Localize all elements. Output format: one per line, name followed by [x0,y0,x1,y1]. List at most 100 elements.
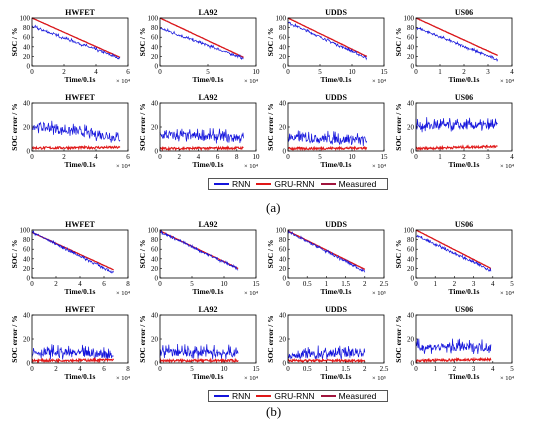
legend-rnn: RNN [214,391,250,401]
y-tick-label-b-soc-us06-80: 80 [407,236,415,244]
y-tick-label-b-err-la92-0: 0 [155,360,159,368]
series-rnn-b-soc-la92 [159,230,239,271]
axes-frame-a-err-udds [287,102,385,152]
x-exponent-b-soc-udds: × 10⁵ [372,290,386,297]
axes-frame-a-soc-hwfet [31,17,129,67]
y-axis-label-a-soc-udds: SOC / % [266,28,275,57]
legend-gru-label: GRU-RNN [274,179,315,189]
x-tick-label-a-err-la92-2: 2 [177,153,181,161]
x-exponent-a-soc-hwfet: × 10⁴ [116,78,131,85]
legend-rnn: RNN [214,179,250,189]
y-tick-label-a-err-udds-40: 40 [279,100,287,108]
y-tick-label-b-soc-hwfet-0: 0 [27,275,31,283]
y-tick-label-a-soc-la92-60: 60 [151,34,159,42]
x-tick-label-b-err-udds-2.5: 2.5 [380,365,389,373]
y-tick-label-a-err-hwfet-20: 20 [23,124,31,132]
series-rnn-a-soc-us06 [415,26,498,62]
axes-frame-b-soc-la92 [159,229,257,279]
y-tick-label-a-err-udds-0: 0 [283,148,287,156]
y-tick-label-a-soc-us06-0: 0 [411,63,415,71]
x-tick-label-b-soc-la92-15: 15 [253,280,261,288]
legend-measured: Measured [320,391,377,401]
y-tick-label-a-soc-us06-40: 40 [407,43,415,51]
series-gru-rnn-b-err-la92 [159,357,239,364]
y-tick-label-a-soc-us06-60: 60 [407,34,415,42]
y-tick-label-a-soc-udds-20: 20 [279,53,287,61]
x-exponent-b-err-us06: × 10⁴ [500,375,515,382]
x-tick-label-b-err-us06-5: 5 [510,365,514,373]
x-tick-label-b-err-udds-1.5: 1.5 [341,365,350,373]
x-tick-label-b-err-la92-5: 5 [190,365,194,373]
x-tick-label-a-soc-us06-4: 4 [510,68,514,76]
series-rnn-b-soc-hwfet [31,230,114,274]
series-gru-rnn-b-err-us06 [415,356,492,364]
series-rnn-b-err-us06 [415,338,492,355]
y-tick-label-b-soc-hwfet-60: 60 [23,246,31,254]
y-tick-label-b-soc-us06-40: 40 [407,255,415,263]
x-tick-label-a-soc-hwfet-0: 0 [30,68,34,76]
x-exponent-b-err-la92: × 10⁴ [244,375,259,382]
panel-title-a-err-udds: UDDS [325,93,347,102]
series-gru-rnn-a-soc-la92 [159,17,244,58]
x-exponent-a-err-hwfet: × 10⁴ [116,163,131,170]
y-axis-label-b-soc-la92: SOC / % [138,240,147,269]
y-axis-label-b-err-la92: SOC error / % [138,315,147,362]
x-axis-label-b-soc-udds: Time/0.1s [321,287,352,296]
legend-rnn-swatch [214,183,229,185]
series-rnn-b-soc-udds [287,229,366,273]
y-tick-label-b-soc-udds-0: 0 [283,275,287,283]
panel-title-b-err-la92: LA92 [198,305,217,314]
y-tick-label-b-soc-hwfet-40: 40 [23,255,31,263]
x-tick-label-b-soc-udds-1.5: 1.5 [341,280,350,288]
x-tick-label-a-soc-udds-0: 0 [286,68,290,76]
y-tick-label-b-err-udds-40: 40 [279,312,287,320]
y-axis-label-a-soc-la92: SOC / % [138,28,147,57]
series-gru-rnn-a-err-la92 [159,145,244,152]
y-tick-label-a-err-la92-40: 40 [151,100,159,108]
series-rnn-a-soc-hwfet [31,24,121,60]
x-tick-label-a-err-udds-0: 0 [286,153,290,161]
panel-title-a-err-us06: US06 [455,93,473,102]
y-tick-label-b-soc-la92-40: 40 [151,255,159,263]
x-tick-label-b-err-us06-1: 1 [433,365,437,373]
y-tick-label-a-err-us06-20: 20 [407,124,415,132]
x-axis-label-a-soc-us06: Time/0.1s [449,75,480,84]
y-tick-label-b-err-us06-40: 40 [407,312,415,320]
y-tick-label-a-soc-hwfet-40: 40 [23,43,31,51]
y-axis-label-b-soc-hwfet: SOC / % [10,240,19,269]
panel-b-err-us06: 0 1 2 3 4 5 0 20 40 US06 Time/0.1s × 10⁴ SOC error /… [394,305,515,382]
series-rnn-a-err-udds [287,130,368,147]
x-tick-label-b-soc-udds-0: 0 [286,280,290,288]
x-tick-label-a-soc-us06-2: 2 [462,68,466,76]
x-tick-label-b-soc-udds-2.5: 2.5 [380,280,389,288]
x-exponent-b-soc-la92: × 10⁴ [244,290,259,297]
x-tick-label-a-err-la92-6: 6 [216,153,220,161]
x-axis-label-b-err-la92: Time/0.1s [193,372,224,381]
y-tick-label-b-soc-us06-100: 100 [404,227,415,235]
series-gru-rnn-a-err-us06 [415,144,498,152]
y-tick-label-a-err-udds-20: 20 [279,124,287,132]
series-gru-rnn-a-soc-udds [287,17,368,57]
x-tick-label-b-soc-hwfet-2: 2 [54,280,58,288]
panel-title-b-err-us06: US06 [455,305,473,314]
x-tick-label-b-err-us06-3: 3 [472,365,476,373]
panel-a-err-hwfet: 0 2 4 6 0 20 40 HWFET Time/0.1s × 10⁴ SOC error / … [10,93,131,170]
x-axis-label-a-err-la92: Time/0.1s [193,160,224,169]
x-tick-label-b-soc-us06-2: 2 [453,280,457,288]
legend-gru: GRU-RNN [256,391,315,401]
x-exponent-b-err-udds: × 10⁵ [372,375,386,382]
y-tick-label-b-err-la92-20: 20 [151,336,159,344]
legend-measured-label: Measured [338,391,377,401]
x-axis-label-a-err-udds: Time/0.1s [321,160,352,169]
y-tick-label-b-err-udds-0: 0 [283,360,287,368]
y-axis-label-a-soc-hwfet: SOC / % [10,28,19,57]
x-exponent-a-err-udds: × 10⁴ [372,163,387,170]
legend-gru-swatch [256,395,272,397]
x-tick-label-b-err-hwfet-4: 4 [78,365,82,373]
x-axis-label-b-soc-us06: Time/0.1s [449,287,480,296]
